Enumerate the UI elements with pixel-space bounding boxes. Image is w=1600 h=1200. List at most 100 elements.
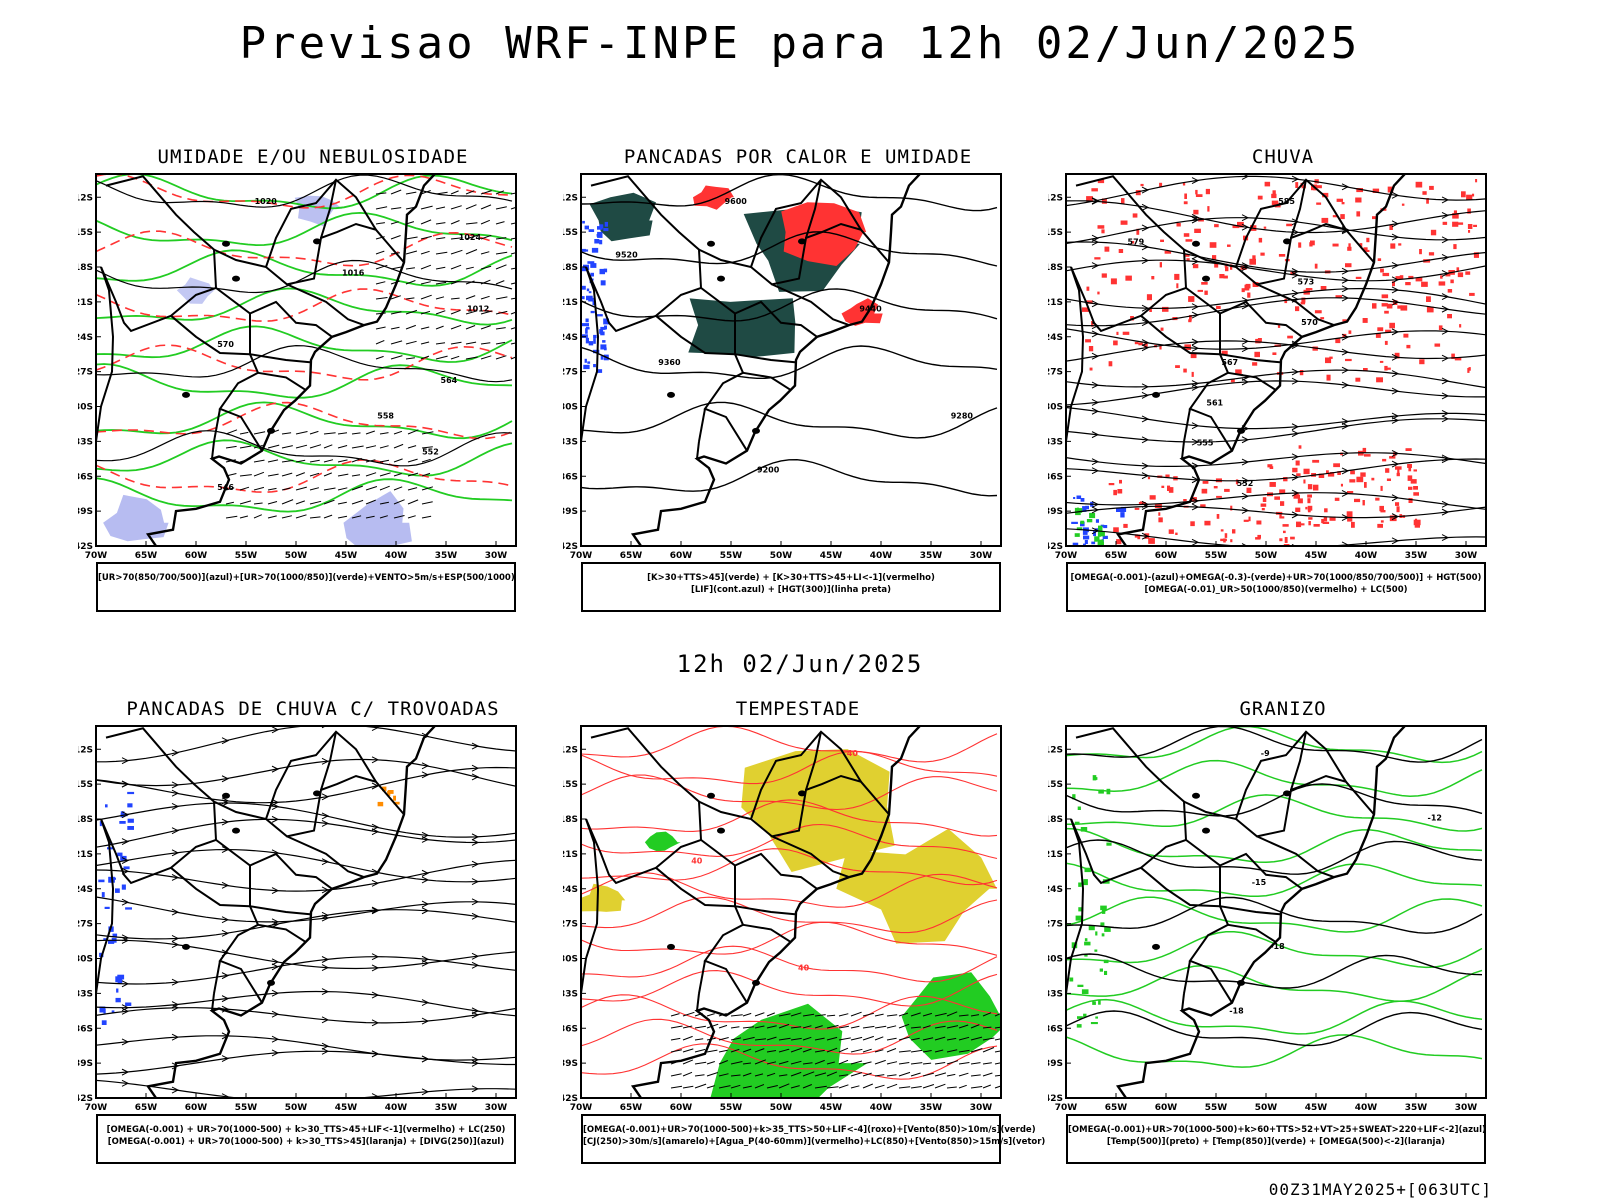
rain-area-dot [1372, 188, 1380, 193]
streamline-line [1066, 241, 1486, 273]
rain-area-dot [1349, 479, 1356, 483]
rain-area-dot [1279, 516, 1285, 519]
wind-vectors-vector [405, 280, 416, 285]
rain-area-dot [1295, 182, 1299, 188]
omega-area-dot [1072, 542, 1079, 546]
wind-vectors-vector [898, 1062, 910, 1065]
rain-area-dot [1097, 291, 1100, 295]
instability-area [688, 298, 796, 357]
wind-vectors-vector [393, 473, 402, 477]
wind-vectors-vector [826, 1014, 836, 1017]
streamline-arrow [1391, 286, 1400, 294]
wind-vectors-vector [970, 1048, 983, 1053]
map-area: 96009520944093609280920012S15S18S21S24S2… [563, 172, 1033, 572]
rain-area-dot [1346, 511, 1353, 517]
temp500-contour-line [1066, 726, 1483, 763]
wind-vectors-vector [946, 1073, 956, 1077]
political-border [1183, 774, 1375, 838]
political-border [170, 315, 251, 356]
lifted-index-contour-dot [597, 226, 603, 230]
rain-area-dot [1283, 477, 1288, 482]
wind-vectors-vector [886, 1037, 897, 1041]
rain-area-dot [1085, 339, 1091, 343]
rain-area-dot [1334, 497, 1340, 501]
lake-marker [717, 827, 725, 834]
streamline-arrow [1391, 370, 1400, 378]
lat-tick-label: 33S [78, 437, 93, 447]
wind-vectors-vector [826, 1024, 839, 1029]
rain-area-dot [1377, 258, 1382, 261]
panel-title: UMIDADE E/OU NEBULOSIDADE [157, 146, 469, 168]
wind-vectors-vector [994, 1050, 1001, 1053]
wind-vectors-vector [295, 459, 306, 463]
rain-area-dot [1386, 478, 1391, 481]
rain-area-dot [1385, 329, 1392, 333]
streamline-arrow [471, 1059, 480, 1067]
contour-label: 552 [422, 447, 439, 456]
streamline-arrow [1341, 449, 1350, 457]
rain-area-dot [1131, 241, 1135, 244]
temp850-detail-dot [1101, 933, 1105, 937]
wind-vectors-vector [874, 1059, 886, 1065]
wind-vectors-vector [465, 190, 475, 195]
political-border [320, 179, 337, 239]
map-svg: 40404012S15S18S21S24S27S30S33S36S39S42S7… [563, 725, 1002, 1113]
wind-vectors-vector [450, 249, 463, 255]
wind-vectors-vector [379, 432, 389, 435]
contour-label: 570 [1301, 318, 1318, 327]
lon-tick-label: 30W [1455, 551, 1478, 561]
rain-area-dot [1269, 482, 1276, 487]
wind-vectors-vector [407, 487, 418, 491]
wind-vectors-vector [393, 486, 403, 491]
wind-vectors-vector [910, 1037, 920, 1041]
wind-vectors-vector [420, 281, 431, 285]
wind-vectors-vector [898, 1023, 910, 1029]
streamline-arrow [121, 857, 130, 864]
streamline-arrow [1241, 543, 1248, 546]
streamline-arrow [121, 898, 130, 906]
wind-vectors-vector [390, 295, 401, 300]
streamline-arrow [1191, 383, 1200, 391]
divergence-area-dot [104, 906, 110, 909]
rain-area-dot [1414, 522, 1420, 528]
wind-vectors-vector [393, 443, 404, 449]
wind-vectors-vector [910, 1072, 921, 1077]
streamline-arrow [321, 1047, 330, 1055]
rain-area-dot [1451, 353, 1455, 359]
wind-vectors-vector [946, 1086, 957, 1089]
lon-tick-label: 55W [720, 1103, 743, 1113]
wind-vectors-vector [465, 356, 478, 360]
wind-vectors-vector [778, 1060, 789, 1065]
lat-tick-label: 18S [1048, 815, 1063, 825]
streamline-arrow [1191, 311, 1200, 319]
precip-water-contour-line [581, 823, 998, 860]
temp850-detail-dot [1076, 1024, 1082, 1028]
wind-vectors-vector [337, 445, 348, 449]
wind-vectors-vector [323, 499, 335, 505]
streamline-line [1066, 418, 1486, 443]
wind-vectors-vector [730, 1084, 741, 1089]
rain-area-dot [1395, 466, 1402, 470]
wind-vectors-vector [295, 472, 305, 477]
streamline-arrow [1441, 456, 1450, 464]
streamline-line [96, 848, 516, 883]
lifted-index-contour-dot [586, 295, 593, 301]
wind-vectors-vector [323, 459, 334, 463]
streamline-arrow [1291, 377, 1300, 385]
temp850-detail-dot [1084, 954, 1088, 957]
political-border [100, 818, 217, 885]
wind-vectors-vector [706, 1061, 715, 1065]
wind-vectors-vector [393, 458, 403, 463]
rain-area-dot [1307, 505, 1313, 511]
divergence-area-dot [127, 791, 135, 795]
wind-vectors-vector [910, 1049, 923, 1053]
rain-area-dot [1151, 276, 1155, 280]
streamline-arrow [421, 955, 430, 963]
wind-vectors-vector [295, 514, 307, 519]
lat-tick-label: 39S [1048, 1059, 1063, 1069]
contour-label: 567 [1221, 358, 1238, 367]
streamline-arrow [1241, 477, 1250, 485]
wind-vectors-vector [682, 1048, 694, 1053]
precip-water-contour-line [581, 872, 998, 908]
rain-area-dot [1305, 288, 1313, 291]
